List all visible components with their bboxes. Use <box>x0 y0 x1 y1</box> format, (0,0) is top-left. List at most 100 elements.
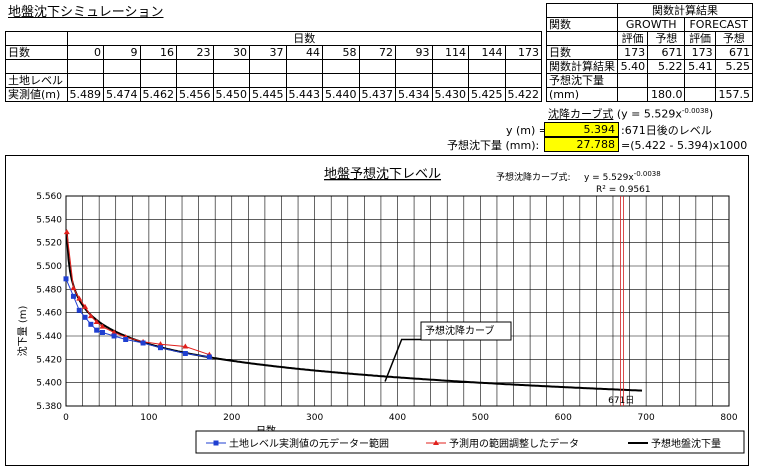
legend-adjusted-label: 予測用の範囲調整したデータ <box>449 437 579 450</box>
day-cell[interactable]: 72 <box>358 45 396 60</box>
y-note: :671日後のレベル <box>621 124 712 137</box>
func-label[interactable]: 関数 <box>546 17 618 32</box>
adjusted-data-point <box>99 323 106 329</box>
level-row-label-2[interactable]: 実測値(m) <box>5 87 68 102</box>
y-tick-label: 5.560 <box>36 192 62 202</box>
legend-box <box>195 430 745 454</box>
day-cell[interactable]: 37 <box>249 45 287 60</box>
chart-area[interactable]: 地盤予想沈下レベル 予想沈降カーブ式: y = 5.529x-0.0038 R²… <box>5 155 749 466</box>
day-cell[interactable]: 114 <box>431 45 469 60</box>
results-calc-cell[interactable]: 5.25 <box>714 59 754 74</box>
results-settle-cell[interactable] <box>616 87 649 102</box>
table-header-row: 日数 <box>5 31 542 46</box>
measured-data-point <box>76 307 82 313</box>
settle-value-cell[interactable]: 27.788 <box>544 137 619 152</box>
level-cell[interactable]: 5.434 <box>395 87 433 102</box>
y-tick-label: 5.420 <box>36 355 62 365</box>
day-cell[interactable]: 173 <box>504 45 542 60</box>
level-cell[interactable]: 5.425 <box>468 87 506 102</box>
adjusted-data-line <box>66 232 210 356</box>
measured-data-point <box>140 340 146 346</box>
x-tick-label: 100 <box>140 413 157 423</box>
results-days-cell[interactable]: 173 <box>684 45 716 60</box>
x-tick-label: 800 <box>720 413 737 423</box>
curve-label: 沈降カーブ式 <box>548 107 614 121</box>
results-days-cell[interactable]: 173 <box>616 45 649 60</box>
level-cell[interactable]: 5.450 <box>212 87 250 102</box>
results-calc-cell[interactable]: 5.22 <box>647 59 686 74</box>
chart-eq-main: y = 5.529x <box>584 173 634 183</box>
curve-exp: -0.0038 <box>681 107 709 115</box>
legend-measured-marker <box>213 440 219 446</box>
days-row-label[interactable]: 日数 <box>5 45 68 60</box>
level-cell[interactable]: 5.430 <box>431 87 469 102</box>
days-row: 日数 0 9 16 23 30 37 44 58 72 93 114 144 1… <box>5 45 542 60</box>
y-value-cell[interactable]: 5.394 <box>544 122 619 137</box>
grid-layer <box>65 195 730 407</box>
legend: 土地レベル実測値の元データー範囲 予測用の範囲調整したデータ 予想地盤沈下量 <box>195 430 745 454</box>
y-tick-label: 5.540 <box>36 215 62 225</box>
measured-data-point <box>70 293 76 299</box>
results-settle-cell[interactable]: 180.0 <box>647 87 686 102</box>
day-cell[interactable]: 0 <box>66 45 104 60</box>
results-settle-cell[interactable]: 157.5 <box>714 87 754 102</box>
y-tick-label: 5.400 <box>36 379 62 389</box>
adjusted-data-point <box>82 303 89 309</box>
chart-eq-label: 予想沈降カーブ式: <box>496 171 571 183</box>
day-cell[interactable]: 144 <box>468 45 506 60</box>
level-cell[interactable]: 5.422 <box>504 87 542 102</box>
results-calc-label[interactable]: 関数計算結果 <box>546 59 618 74</box>
settle-note: =(5.422 - 5.394)x1000 <box>621 139 748 152</box>
day-cell[interactable]: 93 <box>395 45 433 60</box>
level-cell[interactable]: 5.437 <box>358 87 396 102</box>
results-settle-cell[interactable] <box>684 87 716 102</box>
legend-measured-label: 土地レベル実測値の元データー範囲 <box>229 437 389 450</box>
annotation-layer: 671日 予想沈降カーブ <box>384 196 634 406</box>
level-row-label-1[interactable]: 土地レベル <box>5 73 68 88</box>
results-settle-row-top: 予想沈下量 <box>546 73 754 88</box>
eval-header[interactable]: 評価 <box>616 31 649 46</box>
level-cell[interactable]: 5.474 <box>103 87 141 102</box>
measured-data-point <box>111 333 117 339</box>
level-cell[interactable]: 5.443 <box>285 87 323 102</box>
tick-layer: 5.380 5.400 5.420 5.440 5.460 5.480 5.500 5.520… <box>36 192 738 423</box>
x-tick-label: 500 <box>472 413 489 423</box>
y-tick-label: 5.460 <box>36 309 62 319</box>
results-calc-cell[interactable]: 5.41 <box>684 59 716 74</box>
x-tick-label: 600 <box>555 413 572 423</box>
forecast-header[interactable]: FORECAST <box>684 17 753 32</box>
day-cell[interactable]: 30 <box>212 45 250 60</box>
results-settle-label-2[interactable]: (mm) <box>546 87 618 102</box>
results-calc-cell[interactable]: 5.40 <box>616 59 649 74</box>
day-cell[interactable]: 58 <box>322 45 360 60</box>
measured-data-point <box>157 345 163 351</box>
adjusted-data-point <box>182 343 189 349</box>
level-cell[interactable]: 5.445 <box>249 87 287 102</box>
adjusted-data-point <box>157 341 164 347</box>
y-label: y (m) = <box>506 124 549 137</box>
results-calc-row: 関数計算結果 5.40 5.22 5.41 5.25 <box>546 59 754 74</box>
day-cell[interactable]: 16 <box>139 45 177 60</box>
pred-header[interactable]: 予想 <box>714 31 754 46</box>
results-settle-label-1[interactable]: 予想沈下量 <box>546 73 618 88</box>
curve-close: ) <box>708 107 714 121</box>
level-cell[interactable]: 5.489 <box>66 87 104 102</box>
results-title[interactable]: 関数計算結果 <box>617 3 753 18</box>
eval-header[interactable]: 評価 <box>684 31 716 46</box>
legend-forecast-label: 予想地盤沈下量 <box>651 437 721 450</box>
chart-title: 地盤予想沈下レベル <box>324 166 441 182</box>
results-days-cell[interactable]: 671 <box>714 45 754 60</box>
growth-header[interactable]: GROWTH <box>616 17 686 32</box>
level-cell[interactable]: 5.462 <box>139 87 177 102</box>
measured-data-point <box>99 330 105 335</box>
day-cell[interactable]: 44 <box>285 45 323 60</box>
pred-header[interactable]: 予想 <box>647 31 686 46</box>
day-cell[interactable]: 9 <box>103 45 141 60</box>
data-table: 日数 日数 0 9 16 23 30 37 44 58 72 93 114 14… <box>5 31 542 102</box>
level-cell[interactable]: 5.440 <box>322 87 360 102</box>
adjusted-data-point <box>93 319 100 324</box>
results-days-cell[interactable]: 671 <box>647 45 686 60</box>
level-cell[interactable]: 5.456 <box>176 87 214 102</box>
results-days-label[interactable]: 日数 <box>546 45 618 60</box>
day-cell[interactable]: 23 <box>176 45 214 60</box>
